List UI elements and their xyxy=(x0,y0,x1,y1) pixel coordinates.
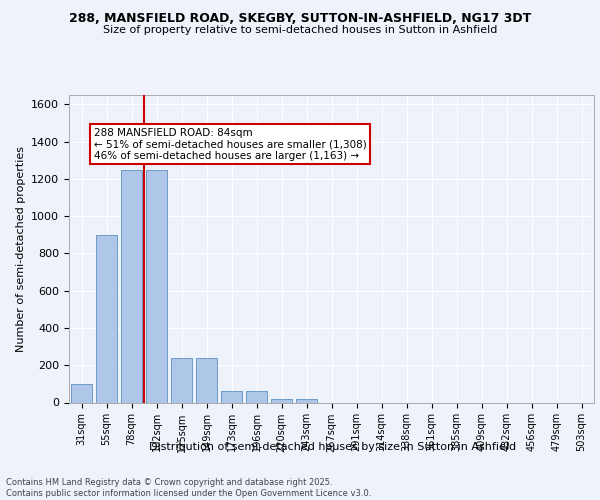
Bar xyxy=(121,170,142,402)
Text: 288, MANSFIELD ROAD, SKEGBY, SUTTON-IN-ASHFIELD, NG17 3DT: 288, MANSFIELD ROAD, SKEGBY, SUTTON-IN-A… xyxy=(69,12,531,26)
Bar xyxy=(71,384,92,402)
Y-axis label: Number of semi-detached properties: Number of semi-detached properties xyxy=(16,146,26,352)
Text: Contains HM Land Registry data © Crown copyright and database right 2025.
Contai: Contains HM Land Registry data © Crown c… xyxy=(6,478,371,498)
Bar xyxy=(146,170,167,402)
Text: Size of property relative to semi-detached houses in Sutton in Ashfield: Size of property relative to semi-detach… xyxy=(103,25,497,35)
Bar xyxy=(171,358,192,403)
Bar xyxy=(96,235,117,402)
Text: 288 MANSFIELD ROAD: 84sqm
← 51% of semi-detached houses are smaller (1,308)
46% : 288 MANSFIELD ROAD: 84sqm ← 51% of semi-… xyxy=(94,128,367,161)
Text: Distribution of semi-detached houses by size in Sutton in Ashfield: Distribution of semi-detached houses by … xyxy=(149,442,517,452)
Bar xyxy=(296,399,317,402)
Bar xyxy=(196,358,217,403)
Bar xyxy=(221,392,242,402)
Bar xyxy=(271,399,292,402)
Bar xyxy=(246,392,267,402)
